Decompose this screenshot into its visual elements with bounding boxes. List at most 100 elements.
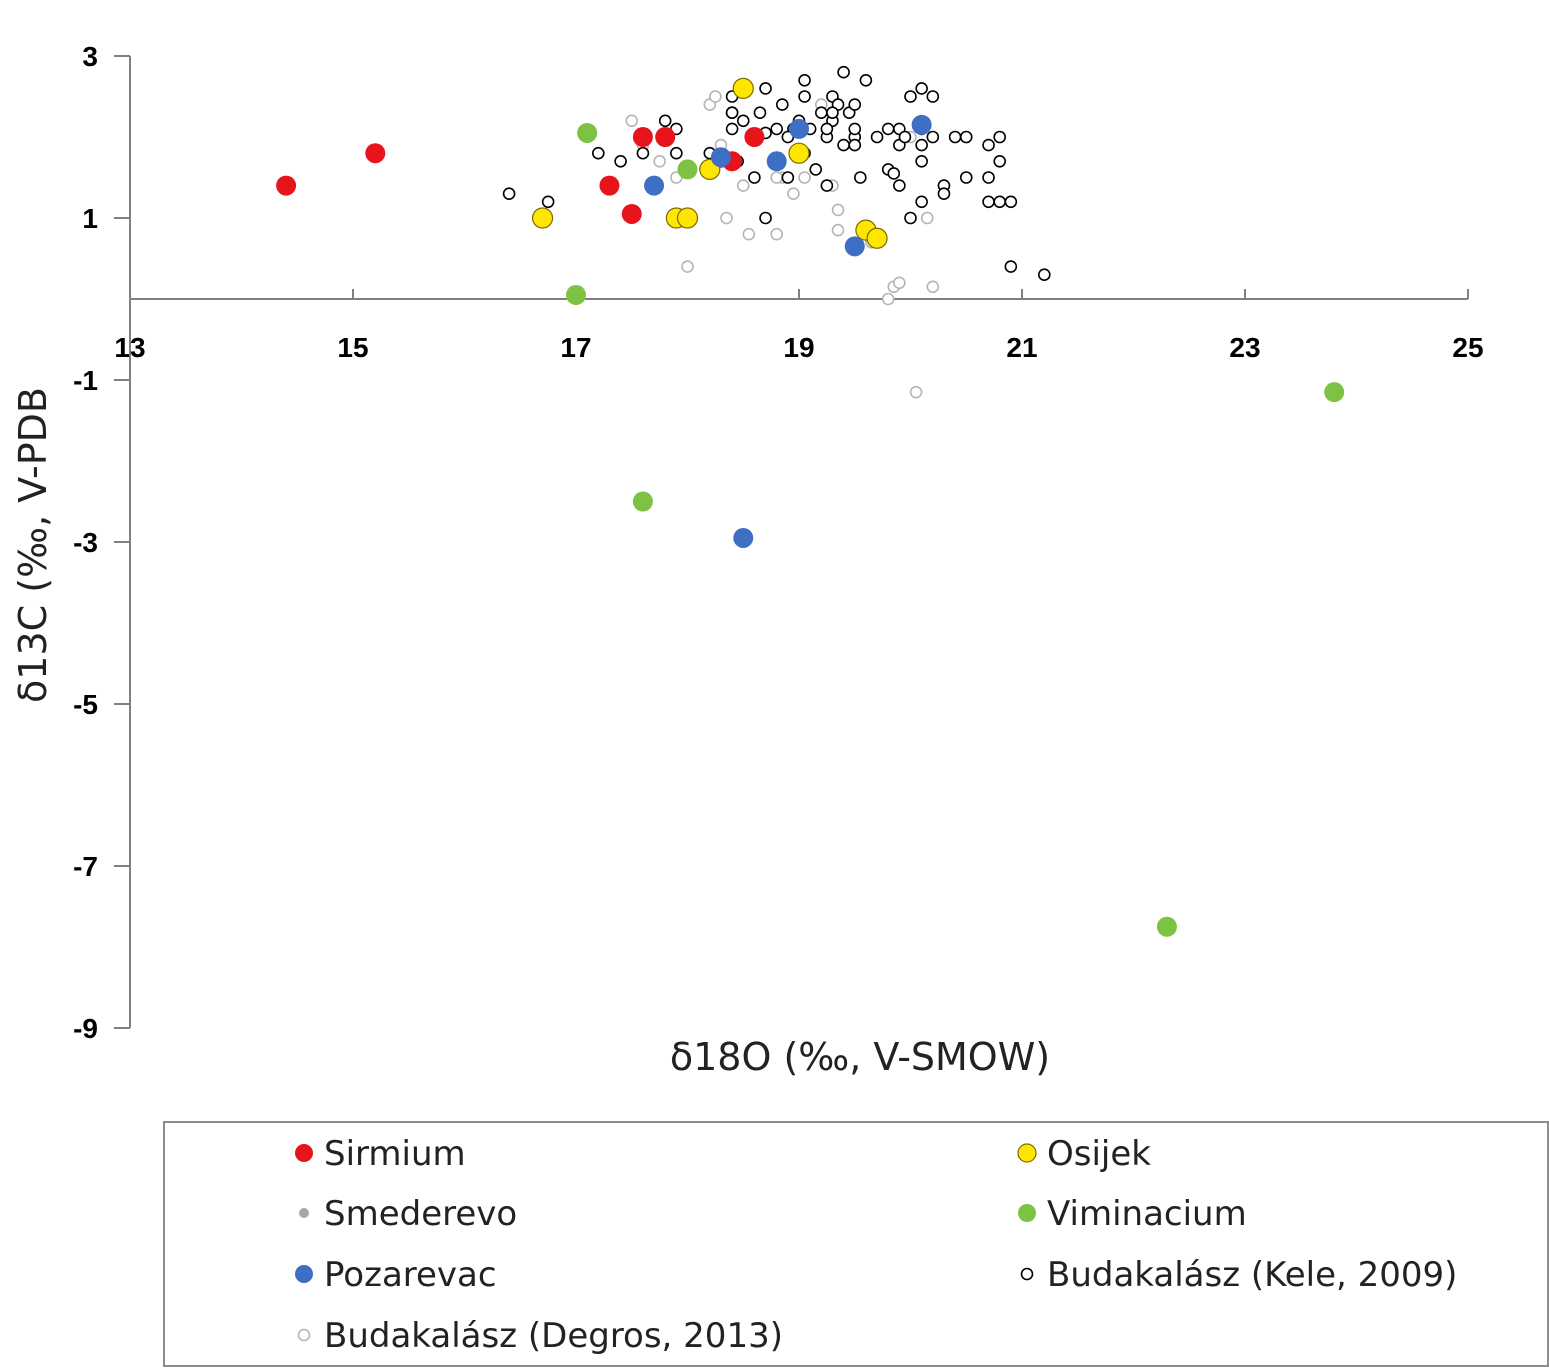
legend-marker: [297, 1328, 311, 1342]
data-point-budakal-sz-degros-2013: [926, 280, 940, 294]
data-point-viminacium: [1324, 382, 1345, 403]
data-point-budakal-sz-kele-2009: [770, 122, 784, 136]
legend-label: Pozarevac: [324, 1255, 497, 1295]
data-point-budakal-sz-kele-2009: [982, 171, 995, 184]
data-point-budakal-sz-kele-2009: [759, 82, 772, 95]
y-tick-label: -9: [73, 1013, 98, 1044]
data-point-pozarevac: [766, 151, 787, 172]
x-tick-label: 15: [337, 332, 368, 363]
data-point-budakal-sz-kele-2009: [820, 122, 834, 136]
data-point-sirmium: [276, 175, 297, 196]
y-tick-label: 3: [82, 41, 98, 72]
data-point-budakal-sz-degros-2013: [770, 171, 784, 184]
data-point-budakal-sz-degros-2013: [831, 203, 845, 217]
data-point-budakal-sz-kele-2009: [848, 122, 862, 136]
data-point-budakal-sz-kele-2009: [870, 130, 884, 144]
data-point-budakal-sz-degros-2013: [742, 227, 756, 241]
legend: Sirmium Osijek Smederevo Viminacium Pozareva…: [163, 1121, 1549, 1367]
data-point-budakal-sz-kele-2009: [993, 130, 1007, 144]
data-point-budakal-sz-kele-2009: [887, 167, 901, 180]
data-point-budakal-sz-kele-2009: [775, 98, 789, 111]
y-axis-title: δ13C (‰, V-PDB: [11, 387, 55, 703]
x-tick-label: 17: [560, 332, 591, 363]
data-point-budakal-sz-degros-2013: [709, 90, 722, 103]
data-point-sirmium: [621, 203, 642, 224]
x-tick-label: 13: [114, 332, 145, 363]
data-point-budakal-sz-kele-2009: [898, 130, 912, 144]
legend-label: Budakalász (Degros, 2013): [324, 1316, 783, 1356]
data-point-budakal-sz-kele-2009: [893, 179, 906, 192]
data-points: [276, 65, 1345, 937]
data-point-budakal-sz-kele-2009: [915, 155, 928, 168]
data-point-budakal-sz-degros-2013: [920, 211, 934, 225]
legend-box: [163, 1121, 1549, 1367]
x-tick-label: 23: [1229, 332, 1260, 363]
data-point-pozarevac: [844, 236, 865, 257]
data-point-budakal-sz-degros-2013: [736, 179, 750, 192]
data-point-budakal-sz-kele-2009: [837, 65, 850, 79]
legend-label: Sirmium: [324, 1134, 466, 1174]
data-point-budakal-sz-kele-2009: [915, 138, 928, 152]
data-point-sirmium: [632, 127, 653, 147]
data-point-budakal-sz-degros-2013: [653, 155, 666, 168]
data-point-budakal-sz-kele-2009: [993, 195, 1007, 209]
data-point-budakal-sz-kele-2009: [859, 74, 873, 87]
legend-marker: [299, 1208, 309, 1218]
x-tick-label: 21: [1006, 332, 1037, 363]
data-point-budakal-sz-degros-2013: [787, 187, 800, 200]
legend-label: Budakalász (Kele, 2009): [1047, 1255, 1457, 1295]
x-tick-label: 25: [1452, 332, 1483, 363]
data-point-budakal-sz-kele-2009: [959, 130, 973, 144]
data-point-budakal-sz-kele-2009: [798, 74, 811, 87]
data-point-budakal-sz-kele-2009: [781, 171, 795, 184]
data-point-budakal-sz-kele-2009: [937, 187, 951, 200]
data-point-budakal-sz-kele-2009: [636, 146, 650, 160]
data-point-budakal-sz-degros-2013: [798, 171, 811, 184]
data-point-budakal-sz-kele-2009: [753, 106, 767, 119]
data-point-budakal-sz-kele-2009: [948, 130, 962, 144]
data-point-budakal-sz-kele-2009: [670, 146, 683, 160]
data-point-budakal-sz-kele-2009: [1004, 195, 1018, 209]
data-point-viminacium: [566, 284, 586, 305]
data-point-budakal-sz-kele-2009: [736, 114, 750, 128]
data-point-sirmium: [365, 143, 386, 164]
y-tick-label: -3: [73, 527, 98, 558]
data-point-budakal-sz-kele-2009: [1038, 268, 1051, 282]
data-point-pozarevac: [911, 114, 932, 135]
legend-label: Osijek: [1047, 1134, 1151, 1174]
data-point-pozarevac: [710, 147, 731, 168]
data-point-budakal-sz-degros-2013: [893, 276, 906, 290]
data-point-sirmium: [599, 175, 620, 196]
data-point-budakal-sz-degros-2013: [881, 292, 895, 306]
data-point-budakal-sz-degros-2013: [625, 114, 639, 128]
data-point-budakal-sz-kele-2009: [748, 171, 761, 184]
data-point-budakal-sz-degros-2013: [909, 385, 923, 399]
data-point-budakal-sz-kele-2009: [725, 106, 739, 119]
data-point-sirmium: [655, 127, 676, 147]
data-point-budakal-sz-kele-2009: [959, 171, 973, 184]
data-point-budakal-sz-kele-2009: [993, 155, 1007, 168]
legend-marker: [1020, 1267, 1034, 1281]
data-point-budakal-sz-kele-2009: [614, 155, 627, 168]
data-point-pozarevac: [644, 175, 665, 196]
data-point-osijek: [676, 207, 699, 229]
data-point-budakal-sz-kele-2009: [725, 122, 739, 136]
data-point-budakal-sz-kele-2009: [502, 187, 516, 200]
data-point-budakal-sz-kele-2009: [658, 114, 672, 128]
data-point-sirmium: [744, 127, 765, 147]
data-point-budakal-sz-kele-2009: [926, 90, 940, 103]
y-tick-label: -7: [73, 851, 98, 882]
data-point-budakal-sz-kele-2009: [798, 90, 811, 103]
data-point-budakal-sz-kele-2009: [848, 98, 862, 111]
data-point-budakal-sz-kele-2009: [926, 130, 940, 144]
data-point-pozarevac: [733, 527, 754, 548]
data-point-budakal-sz-degros-2013: [720, 211, 733, 225]
data-point-viminacium: [577, 122, 598, 143]
data-point-budakal-sz-kele-2009: [591, 146, 605, 160]
data-point-pozarevac: [789, 118, 809, 139]
data-point-budakal-sz-kele-2009: [1004, 260, 1018, 273]
data-point-budakal-sz-kele-2009: [826, 106, 839, 119]
tick-labels: 13 15 17 19 21 23 25 3 1 -1 -3 -5 -7 -9: [73, 41, 1483, 1044]
data-point-osijek: [788, 142, 810, 164]
data-point-budakal-sz-kele-2009: [904, 90, 917, 103]
